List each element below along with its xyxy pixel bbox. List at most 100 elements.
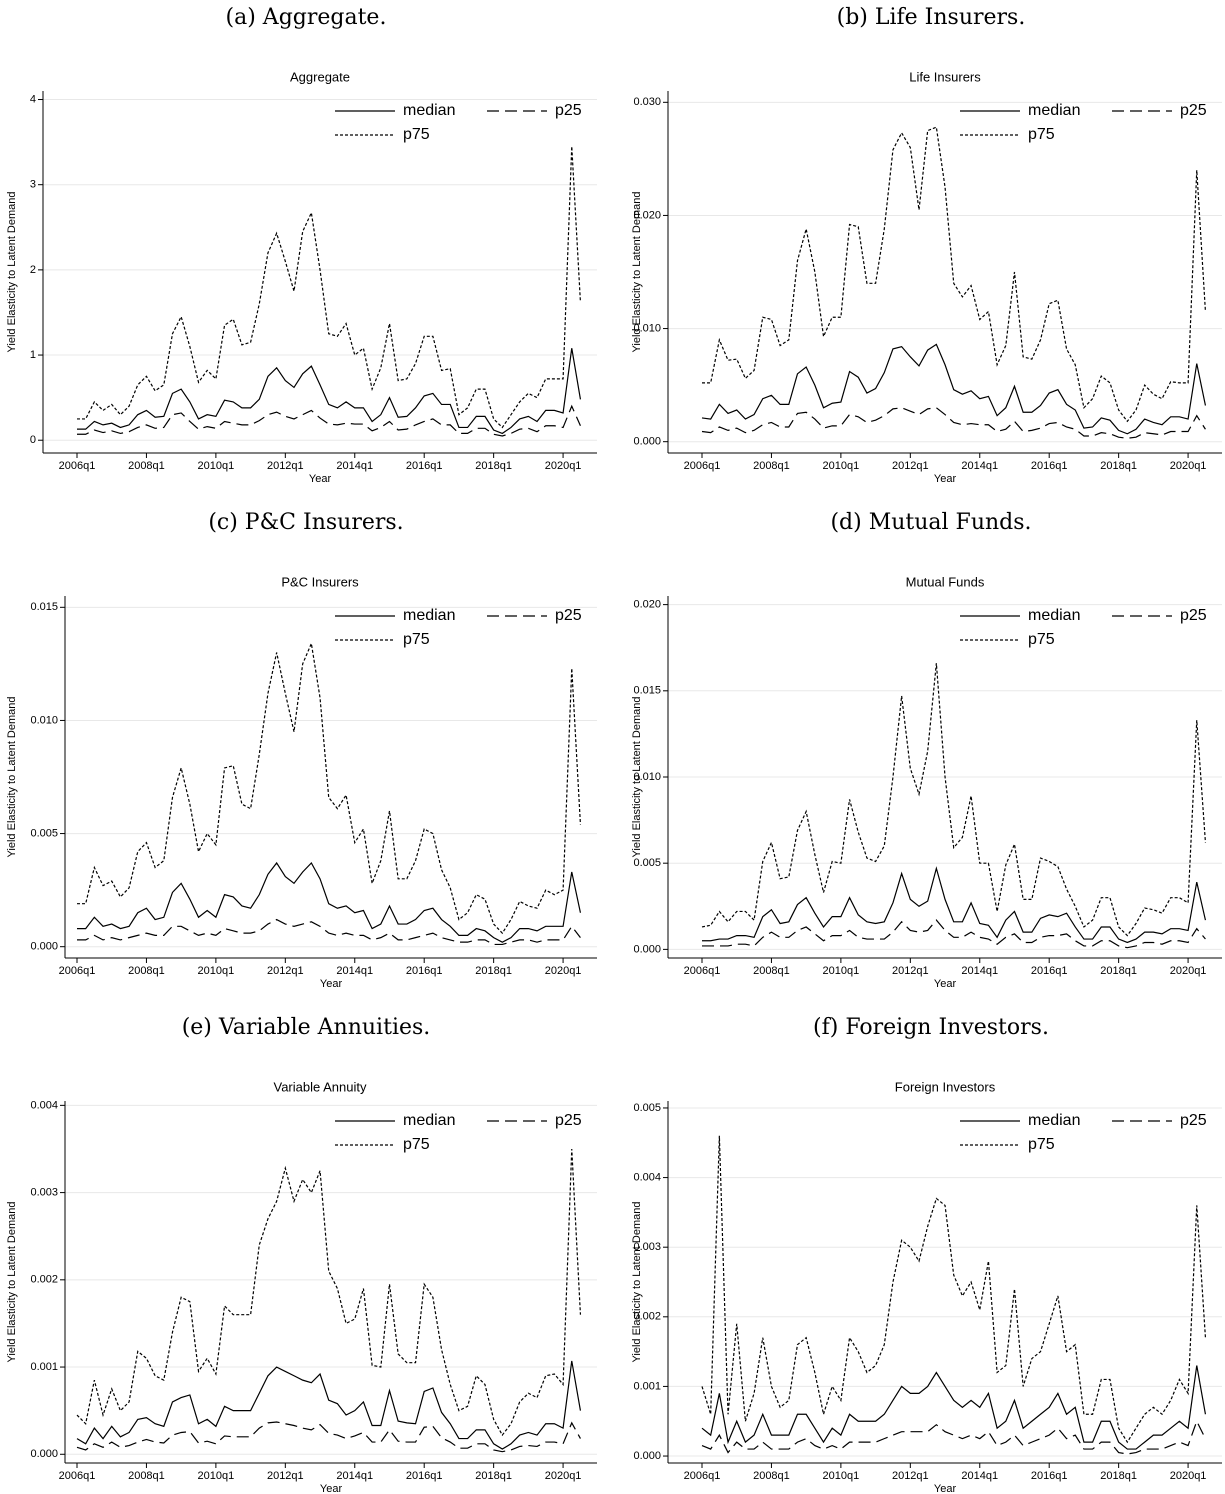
- legend-label: median: [1028, 102, 1080, 119]
- x-tick-label: 2008q1: [128, 1470, 165, 1482]
- y-tick-label: 0.005: [633, 1102, 661, 1114]
- series-line: [76, 1360, 582, 1450]
- series-line: [702, 126, 1207, 423]
- series-line: [701, 1419, 1206, 1455]
- chart-title: Foreign Investors: [895, 1079, 996, 1094]
- x-tick-label: 2016q1: [1031, 965, 1068, 977]
- x-tick-label: 2010q1: [198, 1470, 235, 1482]
- y-tick-label: 0.010: [633, 322, 661, 334]
- x-tick-label: 2014q1: [961, 965, 998, 977]
- y-tick-label: 0.003: [30, 1186, 58, 1198]
- x-tick-label: 2010q1: [823, 460, 860, 472]
- x-tick-label: 2012q1: [267, 1470, 304, 1482]
- series-line: [77, 641, 582, 935]
- legend-label: p25: [1180, 1112, 1207, 1129]
- legend-label: median: [1028, 1112, 1080, 1129]
- x-tick-label: 2006q1: [684, 460, 721, 472]
- x-tick-label: 2012q1: [267, 965, 304, 977]
- series-line: [702, 866, 1207, 944]
- y-axis-label: Yield Elasticity to Latent Demand: [6, 696, 18, 857]
- chart-title: Aggregate: [290, 69, 350, 84]
- legend-label: p75: [1028, 631, 1055, 648]
- y-axis-label: Yield Elasticity to Latent Demand: [631, 1201, 643, 1362]
- x-tick-label: 2010q1: [198, 460, 235, 472]
- series-line: [701, 407, 1206, 439]
- panel-caption: (a) Aggregate.: [226, 5, 387, 30]
- x-tick-label: 2018q1: [1100, 460, 1137, 472]
- y-tick-label: 4: [30, 93, 36, 105]
- x-tick-label: 2020q1: [1170, 1470, 1207, 1482]
- x-tick-label: 2012q1: [267, 460, 304, 472]
- x-tick-label: 2014q1: [336, 1470, 373, 1482]
- panel-caption: (f) Foreign Investors.: [813, 1015, 1049, 1040]
- x-tick-label: 2018q1: [475, 460, 512, 472]
- x-axis-label: Year: [934, 978, 957, 990]
- x-tick-label: 2018q1: [1100, 965, 1137, 977]
- y-tick-label: 0.020: [633, 209, 661, 221]
- x-tick-label: 2006q1: [59, 460, 96, 472]
- legend-label: p75: [403, 631, 430, 648]
- series-line: [701, 1365, 1207, 1450]
- y-tick-label: 2: [30, 264, 36, 276]
- legend-label: p25: [555, 607, 582, 624]
- series-line: [77, 861, 582, 943]
- y-tick-label: 0.001: [30, 1361, 58, 1373]
- series-line: [76, 1421, 581, 1453]
- panel-caption: (b) Life Insurers.: [837, 5, 1026, 30]
- x-axis-label: Year: [320, 978, 343, 990]
- chart-title: Mutual Funds: [906, 574, 985, 589]
- x-tick-label: 2020q1: [545, 1470, 582, 1482]
- y-tick-label: 0.010: [30, 714, 58, 726]
- legend-label: p75: [1028, 1136, 1055, 1153]
- panel-caption: (c) P&C Insurers.: [208, 510, 403, 535]
- x-tick-label: 2016q1: [406, 965, 443, 977]
- x-tick-label: 2006q1: [59, 1470, 96, 1482]
- x-tick-label: 2016q1: [1031, 460, 1068, 472]
- y-tick-label: 0.002: [30, 1274, 58, 1286]
- x-tick-label: 2020q1: [1170, 460, 1207, 472]
- y-axis-label: Yield Elasticity to Latent Demand: [6, 1201, 18, 1362]
- y-tick-label: 0.001: [633, 1380, 661, 1392]
- legend-label: p75: [1028, 126, 1055, 143]
- y-tick-label: 0.000: [633, 943, 661, 955]
- y-tick-label: 0.003: [633, 1241, 661, 1253]
- y-tick-label: 0.005: [633, 857, 661, 869]
- x-axis-label: Year: [309, 473, 332, 485]
- y-tick-label: 0.015: [30, 601, 58, 613]
- x-tick-label: 2006q1: [59, 965, 96, 977]
- x-tick-label: 2012q1: [892, 1470, 929, 1482]
- series-line: [77, 348, 582, 435]
- x-axis-label: Year: [320, 1483, 343, 1494]
- x-tick-label: 2006q1: [684, 1470, 721, 1482]
- x-tick-label: 2008q1: [753, 965, 790, 977]
- series-line: [77, 918, 581, 946]
- y-tick-label: 0.000: [30, 941, 58, 953]
- legend-label: median: [403, 102, 455, 119]
- y-tick-label: 3: [30, 179, 36, 191]
- series-line: [77, 146, 582, 429]
- legend-label: p25: [1180, 607, 1207, 624]
- x-tick-label: 2010q1: [823, 1470, 860, 1482]
- x-tick-label: 2018q1: [475, 965, 512, 977]
- x-tick-label: 2008q1: [753, 1470, 790, 1482]
- x-tick-label: 2008q1: [128, 965, 165, 977]
- x-tick-label: 2008q1: [128, 460, 165, 472]
- x-tick-label: 2020q1: [545, 460, 582, 472]
- legend-label: p25: [555, 102, 582, 119]
- x-tick-label: 2016q1: [406, 460, 443, 472]
- y-tick-label: 0.002: [633, 1311, 661, 1323]
- x-tick-label: 2018q1: [1100, 1470, 1137, 1482]
- x-tick-label: 2020q1: [545, 965, 582, 977]
- y-axis-label: Yield Elasticity to Latent Demand: [6, 191, 18, 352]
- x-tick-label: 2014q1: [961, 460, 998, 472]
- legend-label: p25: [555, 1112, 582, 1129]
- legend-label: p75: [403, 1136, 430, 1153]
- y-axis-label: Yield Elasticity to Latent Demand: [631, 191, 643, 352]
- series-line: [77, 404, 581, 437]
- y-tick-label: 0.004: [30, 1099, 58, 1111]
- x-tick-label: 2006q1: [684, 965, 721, 977]
- series-line: [702, 919, 1206, 949]
- y-tick-label: 1: [30, 349, 36, 361]
- y-tick-label: 0.000: [30, 1448, 58, 1460]
- legend-label: p25: [1180, 102, 1207, 119]
